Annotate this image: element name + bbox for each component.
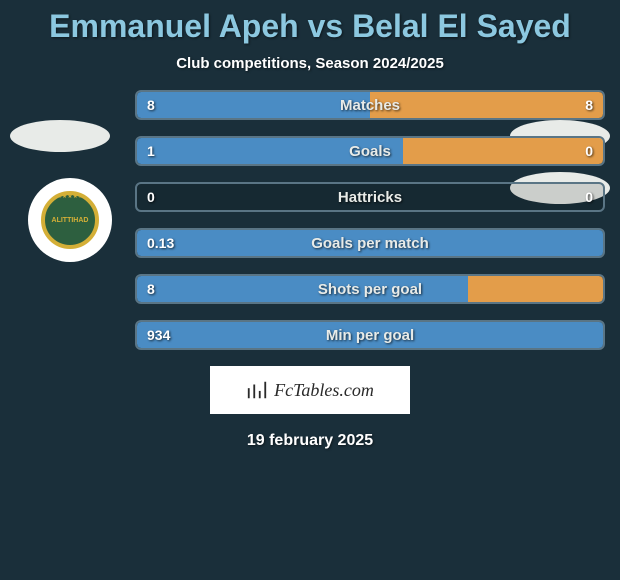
badge-stars-icon: ★★★★★ [57,193,84,200]
date-label: 19 february 2025 [0,432,620,450]
bar-left [137,92,370,118]
bar-left [137,276,468,302]
stat-value-left: 0 [147,184,155,210]
player-left-avatar [10,120,110,152]
bar-right [468,276,603,302]
stat-row: 0Hattricks0 [135,182,605,212]
stat-row: 8Matches8 [135,90,605,120]
bar-left [137,322,603,348]
stat-label: Hattricks [137,184,603,210]
stat-row: 8Shots per goal [135,274,605,304]
stat-row: 934Min per goal [135,320,605,350]
club-badge-inner: ★★★★★ ALITTIHAD [41,191,99,249]
stat-value-right: 0 [585,184,593,210]
bar-right [403,138,603,164]
page-title: Emmanuel Apeh vs Belal El Sayed [0,0,620,45]
bar-right [370,92,603,118]
subtitle: Club competitions, Season 2024/2025 [0,55,620,72]
stat-row: 0.13Goals per match [135,228,605,258]
bar-left [137,230,603,256]
brand-badge: FcTables.com [210,366,410,414]
badge-label: ALITTIHAD [52,217,89,224]
fctables-icon [246,379,268,401]
bar-left [137,138,403,164]
club-badge-left: ★★★★★ ALITTIHAD [28,178,112,262]
stat-row: 1Goals0 [135,136,605,166]
brand-text: FcTables.com [274,380,374,401]
